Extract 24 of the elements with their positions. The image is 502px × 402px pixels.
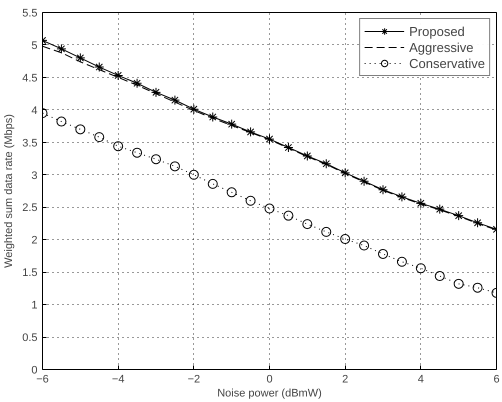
legend-label: Aggressive <box>409 39 474 55</box>
y-tick-label: 3.5 <box>22 137 38 150</box>
y-tick-label: 5 <box>31 40 38 52</box>
y-tick-label: 4 <box>31 104 38 117</box>
x-tick-label: −6 <box>36 374 49 386</box>
y-axis-title: Weighted sum data rate (Mbps) <box>3 114 16 268</box>
y-tick-label: 0.5 <box>22 332 38 344</box>
x-tick-label: 6 <box>493 374 500 386</box>
legend-label: Proposed <box>409 23 465 39</box>
y-tick-label: 1.5 <box>22 267 38 280</box>
y-tick-label: 0 <box>31 364 38 376</box>
y-tick-label: 2.5 <box>22 202 38 214</box>
x-axis-title: Noise power (dBmW) <box>217 388 322 400</box>
y-tick-label: 4.5 <box>22 72 38 84</box>
x-tick-label: −2 <box>188 374 200 386</box>
y-tick-label: 2 <box>31 234 38 247</box>
x-tick-label: 2 <box>342 374 348 386</box>
x-tick-label: −4 <box>112 374 124 386</box>
y-tick-label: 5.5 <box>22 8 38 20</box>
y-tick-label: 3 <box>31 170 38 182</box>
legend-label: Conservative <box>409 55 485 71</box>
y-tick-label: 1 <box>31 300 38 312</box>
x-tick-label: 0 <box>266 374 273 386</box>
x-tick-label: 4 <box>418 374 424 386</box>
